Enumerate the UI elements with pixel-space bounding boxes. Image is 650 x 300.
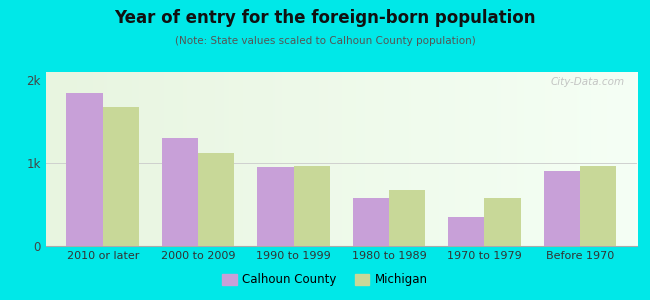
Text: Year of entry for the foreign-born population: Year of entry for the foreign-born popul… — [114, 9, 536, 27]
Bar — [162, 138, 198, 246]
Legend: Calhoun County, Michigan: Calhoun County, Michigan — [218, 269, 432, 291]
Bar — [389, 190, 425, 246]
Bar — [484, 198, 521, 246]
Bar — [257, 167, 294, 246]
Text: (Note: State values scaled to Calhoun County population): (Note: State values scaled to Calhoun Co… — [175, 36, 475, 46]
Text: City-Data.com: City-Data.com — [551, 77, 625, 87]
Bar — [448, 217, 484, 246]
Bar — [198, 153, 235, 246]
Bar — [294, 166, 330, 246]
Bar — [543, 171, 580, 246]
Bar — [103, 107, 139, 246]
Bar — [353, 198, 389, 246]
Bar — [580, 167, 616, 246]
Bar — [66, 93, 103, 246]
